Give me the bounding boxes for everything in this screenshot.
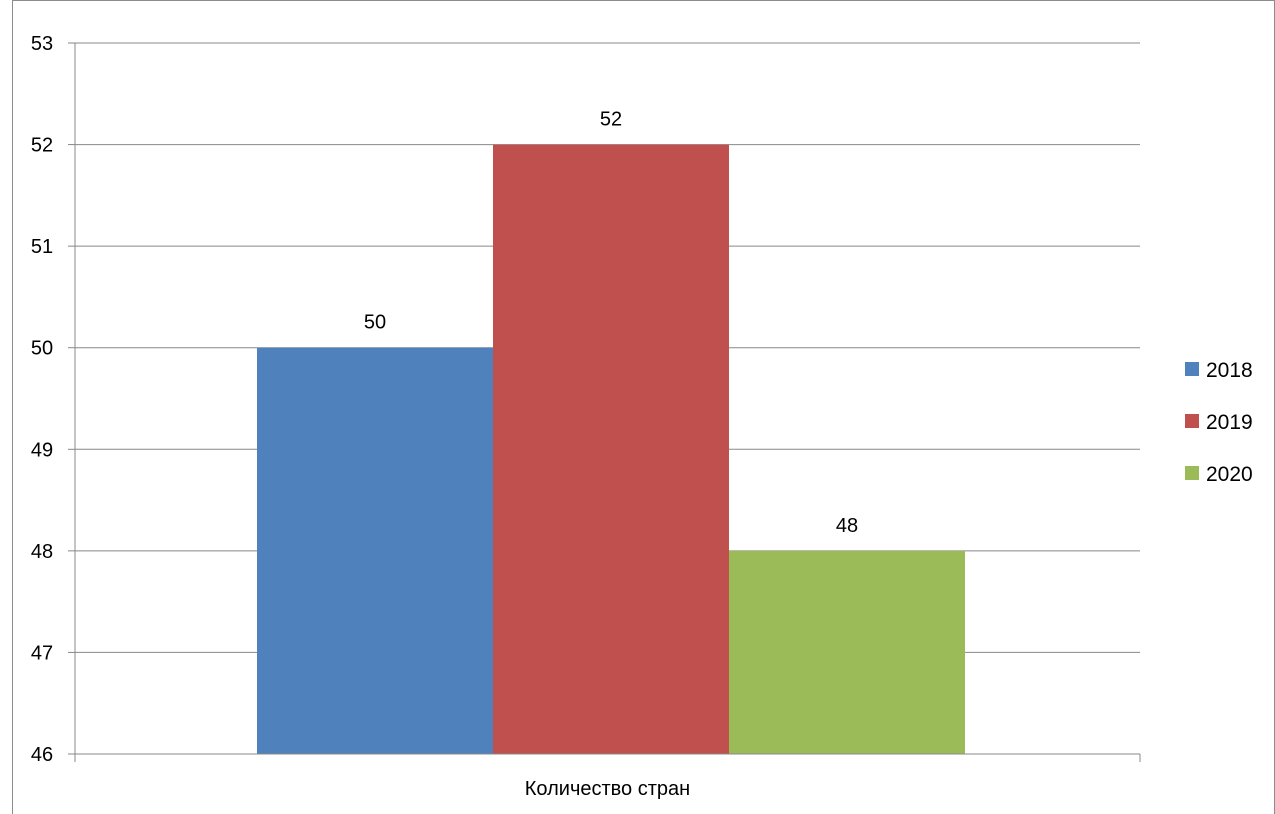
y-tick-label: 51 [31,236,53,258]
axes [68,42,1141,762]
bar-2018 [257,347,493,754]
bar-2019 [493,144,729,755]
y-tick-label: 48 [31,541,53,563]
y-tick-label: 52 [31,135,53,157]
legend: 2018 2019 2020 [1185,359,1253,486]
legend-swatch-2019 [1185,414,1199,428]
data-label-2019: 52 [600,109,622,131]
bars [257,144,965,755]
data-label-2020: 48 [836,515,858,537]
legend-swatch-2018 [1185,362,1199,376]
labels: 46 47 48 49 50 51 52 53 50 52 48 Количество стран [31,33,858,800]
legend-label-2019: 2019 [1206,411,1253,434]
y-tick-label: 47 [31,642,53,664]
legend-swatch-2020 [1185,466,1199,480]
legend-label-2018: 2018 [1206,359,1253,382]
legend-label-2020: 2020 [1206,463,1253,486]
y-tick-label: 49 [31,439,53,461]
y-tick-label: 53 [31,33,53,55]
data-label-2018: 50 [364,312,386,334]
x-category-label: Количество стран [525,778,690,800]
y-tick-label: 46 [31,744,53,766]
y-tick-label: 50 [31,338,53,360]
bar-2020 [729,550,965,754]
